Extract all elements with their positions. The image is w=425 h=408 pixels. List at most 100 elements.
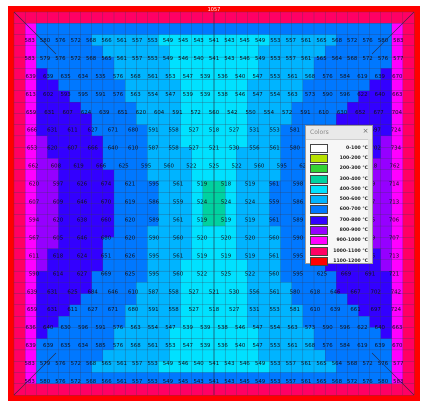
mesh-element (69, 259, 82, 272)
legend-item: 1100-1200 °C (310, 256, 368, 266)
mesh-element (136, 192, 148, 204)
node-value: 702 (371, 146, 381, 152)
legend-scrollbar[interactable] (368, 139, 372, 263)
node-value: 597 (53, 182, 63, 188)
node-value: 565 (101, 361, 111, 367)
node-value: 638 (77, 218, 88, 224)
node-value: 630 (337, 110, 348, 116)
mesh-element (180, 293, 193, 306)
node-value: 624 (81, 110, 92, 116)
mesh-element (280, 180, 293, 193)
node-value: 549 (163, 56, 174, 62)
node-value: 553 (270, 56, 280, 62)
node-value: 539 (200, 343, 211, 349)
mesh-element (69, 293, 82, 306)
mesh-element (13, 248, 26, 261)
mesh-element (224, 349, 237, 362)
mesh-element (402, 124, 415, 137)
mesh-element (224, 293, 237, 306)
node-value: 540 (193, 361, 204, 367)
mesh-element (102, 259, 115, 272)
legend-label: 400-500 °C (339, 186, 368, 192)
mesh-corner-diagonal (371, 352, 415, 396)
mesh-element (347, 293, 359, 306)
node-value: 553 (147, 379, 157, 385)
mesh-element (291, 169, 304, 182)
node-value: 576 (378, 361, 389, 367)
mesh-element (13, 225, 26, 238)
node-value: 543 (193, 38, 203, 44)
mesh-element (158, 214, 170, 227)
node-value: 691 (365, 271, 375, 277)
node-value: 553 (165, 74, 175, 80)
node-value: 560 (173, 271, 184, 277)
mesh-element (158, 248, 170, 261)
node-value: 546 (235, 325, 246, 331)
node-value: 519 (221, 218, 232, 224)
legend-label: 600-700 °C (339, 207, 368, 213)
legend-label: 1100-1200 °C (333, 258, 368, 264)
node-value: 557 (132, 361, 142, 367)
mesh-element (313, 23, 326, 35)
mesh-element (324, 349, 337, 362)
node-value: 522 (186, 164, 196, 170)
node-value: 669 (101, 271, 112, 277)
node-value: 557 (132, 56, 142, 62)
node-value: 546 (240, 361, 251, 367)
mesh-element (13, 135, 26, 148)
mesh-element (47, 79, 59, 92)
node-value: 576 (113, 343, 124, 349)
color-legend-panel[interactable]: Colors × 0-100 °C 100-200 °C 200-300 °C 300… (305, 125, 373, 266)
legend-swatch (310, 215, 328, 225)
node-value: 697 (371, 128, 381, 134)
node-value: 646 (77, 200, 88, 206)
node-value: 639 (26, 343, 37, 349)
node-value: 583 (25, 56, 35, 62)
mesh-element (258, 259, 270, 272)
node-value: 549 (255, 56, 266, 62)
node-value: 635 (60, 343, 70, 349)
mesh-element (280, 383, 293, 396)
node-value: 614 (53, 271, 64, 277)
mesh-element (113, 383, 126, 396)
mesh-element (124, 383, 137, 396)
node-value: 549 (163, 361, 174, 367)
mesh-element (158, 270, 170, 283)
mesh-element (191, 79, 204, 92)
node-value: 558 (168, 307, 179, 313)
mesh-element (113, 203, 126, 216)
mesh-element (191, 293, 204, 306)
node-value: 568 (130, 74, 141, 80)
mesh-element (69, 11, 82, 24)
node-value: 607 (67, 146, 77, 152)
mesh-element (347, 11, 359, 24)
legend-close-icon[interactable]: × (362, 127, 369, 135)
node-value: 639 (99, 110, 110, 116)
node-value: 590 (149, 235, 160, 241)
mesh-element (113, 180, 126, 193)
mesh-element (280, 270, 293, 283)
mesh-element (380, 259, 393, 272)
mesh-element (402, 113, 415, 126)
node-value: 625 (118, 164, 128, 170)
node-value: 587 (148, 289, 158, 295)
node-value: 639 (43, 74, 54, 80)
mesh-element (280, 169, 293, 182)
legend-swatch (310, 195, 328, 205)
legend-swatch (310, 143, 328, 153)
node-value: 539 (183, 92, 194, 98)
mesh-element (313, 383, 326, 396)
legend-swatch (310, 174, 328, 184)
node-value: 524 (221, 200, 232, 206)
mesh-element (124, 23, 137, 35)
node-value: 561 (173, 253, 183, 259)
mesh-element (202, 383, 215, 396)
mesh-element (369, 11, 382, 24)
mesh-element (13, 203, 26, 216)
node-value: 545 (240, 38, 250, 44)
mesh-element (58, 79, 70, 92)
node-value: 568 (86, 56, 97, 62)
node-value: 561 (301, 56, 311, 62)
